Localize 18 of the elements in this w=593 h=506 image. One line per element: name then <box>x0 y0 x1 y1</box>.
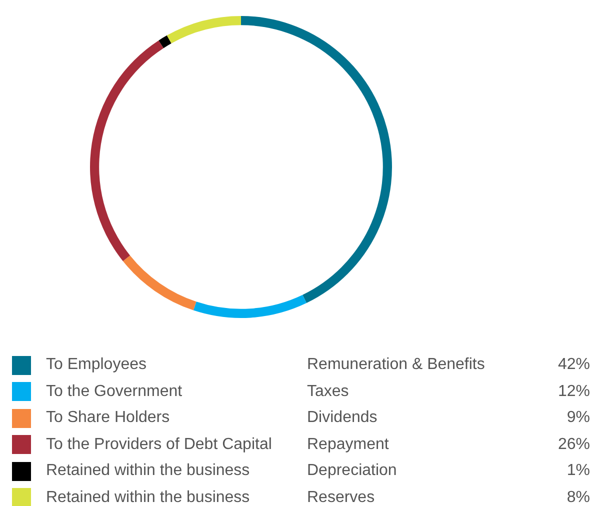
text: Taxes <box>307 382 350 402</box>
data-label: 1% <box>566 461 590 482</box>
text: Depreciation <box>307 461 398 482</box>
legend-label: Retained within the business <box>46 461 251 482</box>
data-label: 12% <box>556 382 590 402</box>
data-label: 9% <box>566 408 590 428</box>
legend-label: Retained within the business <box>46 488 251 506</box>
legend-label: To Employees <box>46 355 148 376</box>
text: Repayment <box>307 434 390 455</box>
legend-label: To the Government <box>46 382 184 402</box>
legend-label: To Share Holders <box>46 408 171 428</box>
text: Reserves <box>307 488 376 506</box>
data-label: 26% <box>556 434 590 455</box>
text: Remuneration & Benefits <box>307 355 486 376</box>
text: Dividends <box>307 408 378 428</box>
data-label: 8% <box>566 488 590 506</box>
legend-label: To the Providers of Debt Capital <box>46 434 273 455</box>
data-label: 42% <box>556 355 590 376</box>
